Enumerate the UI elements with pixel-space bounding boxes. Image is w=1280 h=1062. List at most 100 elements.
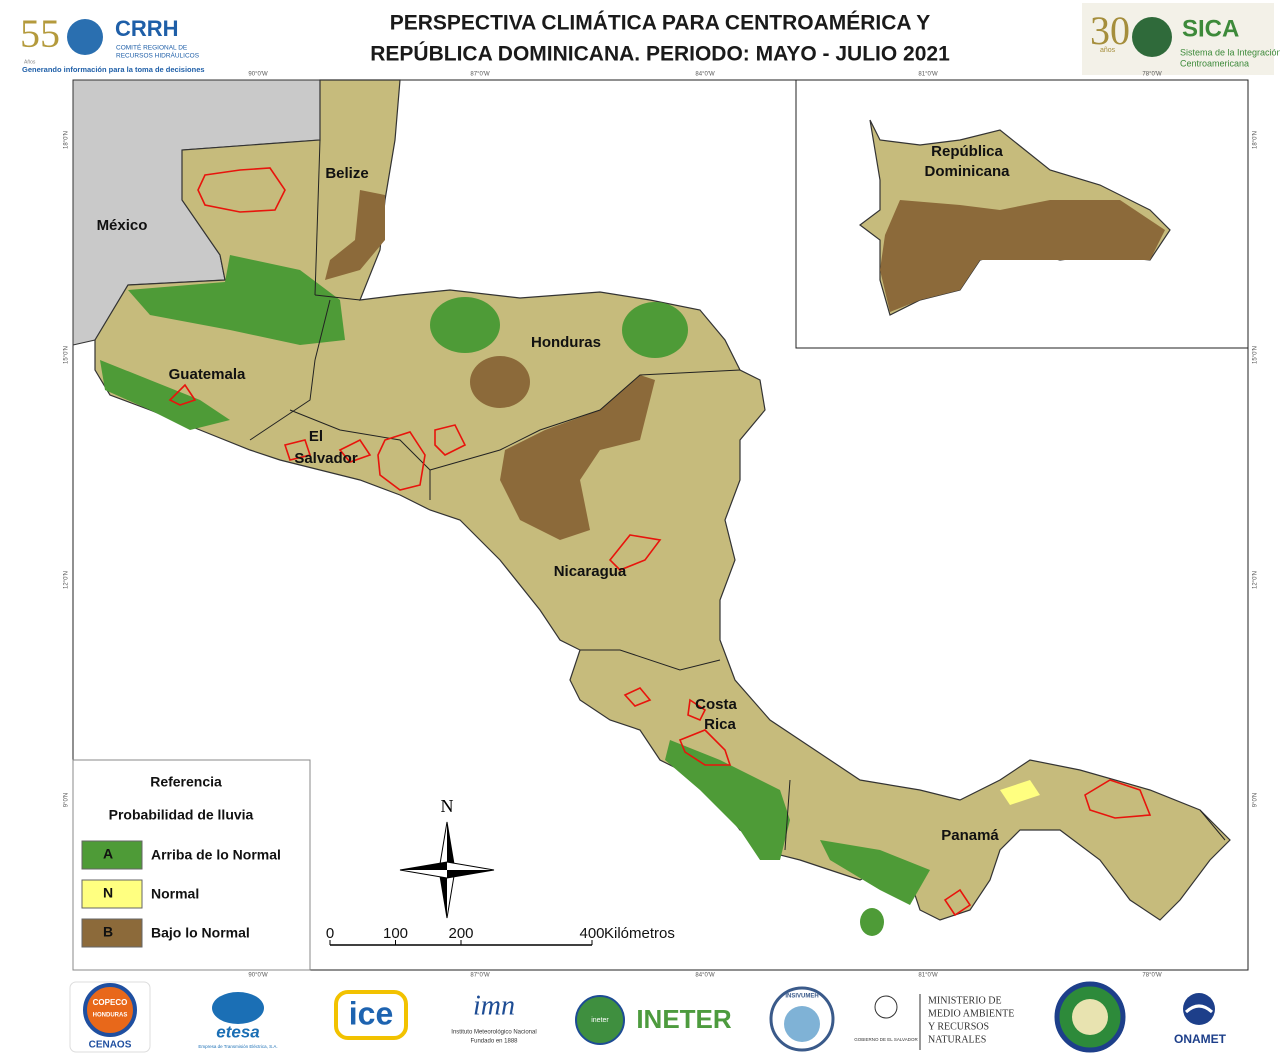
area bbox=[100, 360, 230, 430]
scale-label: 0 bbox=[326, 925, 334, 942]
country-label: Costa bbox=[695, 696, 737, 713]
latitude-label: 9°0'N bbox=[64, 793, 70, 808]
country-label: Honduras bbox=[531, 334, 601, 351]
area bbox=[430, 297, 500, 353]
central-america-land bbox=[94, 79, 1231, 921]
sica-years-label: años bbox=[1100, 47, 1116, 54]
legend-code: B bbox=[103, 924, 113, 940]
scale-label: 200 bbox=[448, 925, 473, 942]
border bbox=[249, 299, 331, 441]
legend-swatch bbox=[81, 918, 143, 948]
longitude-label: 90°0'W bbox=[248, 72, 268, 78]
dominicana-below-normal bbox=[880, 200, 1165, 312]
onamet-emblem bbox=[1183, 993, 1215, 1025]
border bbox=[784, 779, 791, 851]
normal-area bbox=[1000, 780, 1040, 805]
outline bbox=[434, 424, 467, 456]
arrow-ew-fill bbox=[400, 862, 494, 878]
legend-title: Referencia bbox=[150, 774, 222, 790]
crrh-name: CRRH bbox=[115, 16, 179, 41]
above-normal-areas bbox=[100, 255, 930, 936]
area bbox=[128, 255, 345, 345]
latitude-label: 9°0'N bbox=[1253, 793, 1259, 808]
country-label: México bbox=[97, 217, 148, 234]
border bbox=[314, 139, 321, 296]
marn-text: Y RECURSOS bbox=[928, 1021, 989, 1032]
sica-subtitle: Sistema de la Integración bbox=[1180, 47, 1280, 57]
scale-bar: 0 100 200 400 Kilómetros bbox=[326, 925, 675, 946]
latitude-label: 15°0'N bbox=[64, 346, 70, 364]
imn-text: Fundado en 1888 bbox=[470, 1039, 518, 1045]
borders bbox=[249, 139, 1226, 851]
marn-text: GOBIERNO DE EL SALVADOR bbox=[854, 1037, 918, 1042]
latitude-label: 18°0'N bbox=[1253, 131, 1259, 149]
crrh-years: 55 bbox=[20, 11, 60, 56]
legend-swatch bbox=[81, 840, 143, 870]
crrh-tagline: Generando información para la toma de de… bbox=[22, 65, 205, 74]
border bbox=[1199, 809, 1226, 841]
sica-logo-bg bbox=[1082, 3, 1274, 75]
outline bbox=[623, 687, 652, 707]
area bbox=[325, 190, 385, 280]
insivumeh-text: INSIVUMEH bbox=[785, 994, 818, 1000]
north-label: N bbox=[441, 796, 454, 816]
latitude-label: 12°0'N bbox=[64, 571, 70, 589]
border bbox=[314, 294, 361, 301]
header: 55 Años CRRH COMITÉ REGIONAL DE RECURSOS… bbox=[20, 3, 1280, 75]
country-label: Guatemala bbox=[169, 366, 246, 383]
outline bbox=[687, 698, 707, 722]
longitude-label: 81°0'W bbox=[918, 973, 938, 979]
border bbox=[580, 649, 721, 671]
area bbox=[665, 740, 790, 860]
legend-code: N bbox=[103, 885, 113, 901]
area bbox=[860, 908, 884, 936]
country-label: Nicaragua bbox=[554, 563, 627, 580]
copeco-text: HONDURAS bbox=[93, 1013, 128, 1019]
imn-text: imn bbox=[473, 990, 515, 1021]
longitude-label: 87°0'W bbox=[470, 72, 490, 78]
etesa-text: Empresa de Transmisión Eléctrica, S.A. bbox=[198, 1044, 277, 1049]
legend-items: A Arriba de lo Normal N Normal B Bajo lo Norm… bbox=[81, 840, 281, 948]
etesa-emblem bbox=[212, 992, 264, 1024]
insivumeh-emblem-inner bbox=[784, 1006, 820, 1042]
outline bbox=[197, 167, 286, 213]
outline bbox=[283, 439, 312, 461]
country-label: Dominicana bbox=[924, 163, 1010, 180]
legend-swatch bbox=[81, 879, 143, 909]
country-label: República bbox=[931, 143, 1003, 160]
area bbox=[820, 840, 930, 905]
below-normal-areas bbox=[325, 190, 655, 540]
outline bbox=[608, 534, 662, 571]
sica-name: SICA bbox=[1182, 15, 1239, 42]
marn-text: MINISTERIO DE bbox=[928, 995, 1002, 1006]
outline bbox=[338, 438, 372, 463]
sica-years: 30 bbox=[1090, 8, 1130, 53]
longitude-label: 90°0'W bbox=[248, 973, 268, 979]
longitude-label: 84°0'W bbox=[695, 72, 715, 78]
outline bbox=[1084, 779, 1152, 819]
border bbox=[289, 409, 431, 500]
legend-label: Normal bbox=[151, 886, 199, 902]
copeco-text: CENAOS bbox=[89, 1040, 132, 1051]
legend-code: A bbox=[103, 846, 113, 862]
copeco-emblem bbox=[83, 983, 137, 1037]
longitude-label: 87°0'W bbox=[470, 973, 490, 979]
imn-text: Instituto Meteorológico Nacional bbox=[451, 1030, 536, 1036]
scale-label: 100 bbox=[383, 925, 408, 942]
highlight-outlines bbox=[168, 167, 1152, 917]
legend-subtitle: Probabilidad de lluvia bbox=[109, 807, 254, 823]
country-label: Belize bbox=[325, 165, 368, 182]
latitude-label: 15°0'N bbox=[1253, 346, 1259, 364]
latitude-label: 12°0'N bbox=[1253, 571, 1259, 589]
graticule: 90°0'W 90°0'W 87°0'W 87°0'W 84°0'W 84°0'W 81°0… bbox=[64, 72, 1259, 979]
longitude-label: 78°0'W bbox=[1142, 973, 1162, 979]
scale-label: 400 bbox=[579, 925, 604, 942]
title-line: REPÚBLICA DOMINICANA. PERIODO: MAYO - JU… bbox=[370, 42, 950, 66]
ineter-text: INETER bbox=[636, 1004, 732, 1034]
country-label: El bbox=[309, 428, 323, 445]
area bbox=[622, 302, 688, 358]
legend-label: Bajo lo Normal bbox=[151, 925, 250, 941]
onamet-wave bbox=[1184, 1004, 1214, 1014]
country-label: Salvador bbox=[294, 450, 358, 467]
